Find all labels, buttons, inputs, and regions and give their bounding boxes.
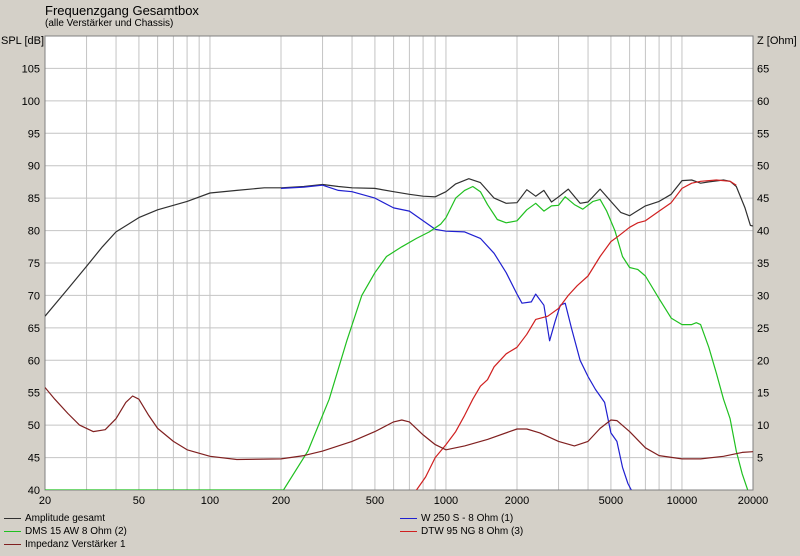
y-tick-label-right: 30: [757, 290, 769, 302]
series-line-2: [45, 185, 749, 490]
legend-item-woofer: W 250 S - 8 Ohm (1): [400, 512, 513, 524]
x-tick-label: 1000: [434, 495, 458, 507]
legend-swatch: [400, 517, 417, 519]
legend-item-amplitude: Amplitude gesamt: [4, 512, 105, 524]
y-tick-label-left: 80: [28, 226, 40, 238]
y-tick-label-left: 85: [28, 193, 40, 205]
x-tick-label: 200: [272, 495, 290, 507]
legend-label: DMS 15 AW 8 Ohm (2): [25, 525, 127, 537]
x-tick-label: 50: [133, 495, 145, 507]
y-tick-label-left: 60: [28, 355, 40, 367]
y-tick-label-right: 35: [757, 258, 769, 270]
x-tick-label: 500: [366, 495, 384, 507]
y-tick-label-left: 105: [22, 63, 40, 75]
legend-swatch: [4, 530, 21, 532]
series-line-1: [280, 184, 632, 490]
y-tick-label-left: 40: [28, 485, 40, 497]
x-tick-label: 20: [39, 495, 51, 507]
y-tick-label-right: 65: [757, 63, 769, 75]
y-tick-label-left: 100: [22, 96, 40, 108]
y-tick-label-right: 20: [757, 355, 769, 367]
series-line-3: [416, 179, 737, 490]
legend-label: W 250 S - 8 Ohm (1): [421, 512, 514, 524]
plot-frame: [44, 35, 754, 491]
y-tick-label-left: 90: [28, 161, 40, 173]
y-tick-label-left: 45: [28, 453, 40, 465]
y-tick-label-left: 75: [28, 258, 40, 270]
x-tick-label: 10000: [667, 495, 698, 507]
y-tick-label-left: 70: [28, 290, 40, 302]
y-tick-label-left: 55: [28, 388, 40, 400]
legend-swatch: [4, 517, 21, 519]
legend-swatch: [4, 543, 21, 545]
y-axis-label-left: SPL [dB]: [1, 35, 45, 47]
y-tick-label-right: 25: [757, 323, 769, 335]
chart-subtitle: (alle Verstärker und Chassis): [45, 18, 174, 29]
chart-title: Frequenzgang Gesamtbox: [45, 3, 199, 18]
y-tick-label-right: 60: [757, 96, 769, 108]
y-tick-label-left: 95: [28, 128, 40, 140]
legend-item-midrange: DMS 15 AW 8 Ohm (2): [4, 525, 127, 537]
y-axis-label-right: Z [Ohm]: [757, 35, 797, 47]
y-tick-label-left: 65: [28, 323, 40, 335]
x-tick-label: 2000: [505, 495, 529, 507]
y-tick-label-right: 55: [757, 128, 769, 140]
legend-label: DTW 95 NG 8 Ohm (3): [421, 525, 524, 537]
x-tick-label: 20000: [738, 495, 769, 507]
y-tick-label-right: 5: [757, 453, 763, 465]
legend-label: Amplitude gesamt: [25, 512, 106, 524]
series-line-0: [45, 178, 753, 317]
y-tick-label-right: 45: [757, 193, 769, 205]
legend-label: Impedanz Verstärker 1: [25, 538, 126, 550]
y-tick-label-right: 10: [757, 420, 769, 432]
legend-item-impedance: Impedanz Verstärker 1: [4, 538, 126, 550]
legend-swatch: [400, 530, 417, 532]
x-tick-label: 5000: [599, 495, 623, 507]
legend-item-tweeter: DTW 95 NG 8 Ohm (3): [400, 525, 523, 537]
y-tick-label-right: 15: [757, 388, 769, 400]
series-line-4: [45, 387, 753, 461]
x-tick-label: 100: [201, 495, 219, 507]
y-tick-label-right: 40: [757, 226, 769, 238]
y-tick-label-right: 50: [757, 161, 769, 173]
y-tick-label-left: 50: [28, 420, 40, 432]
